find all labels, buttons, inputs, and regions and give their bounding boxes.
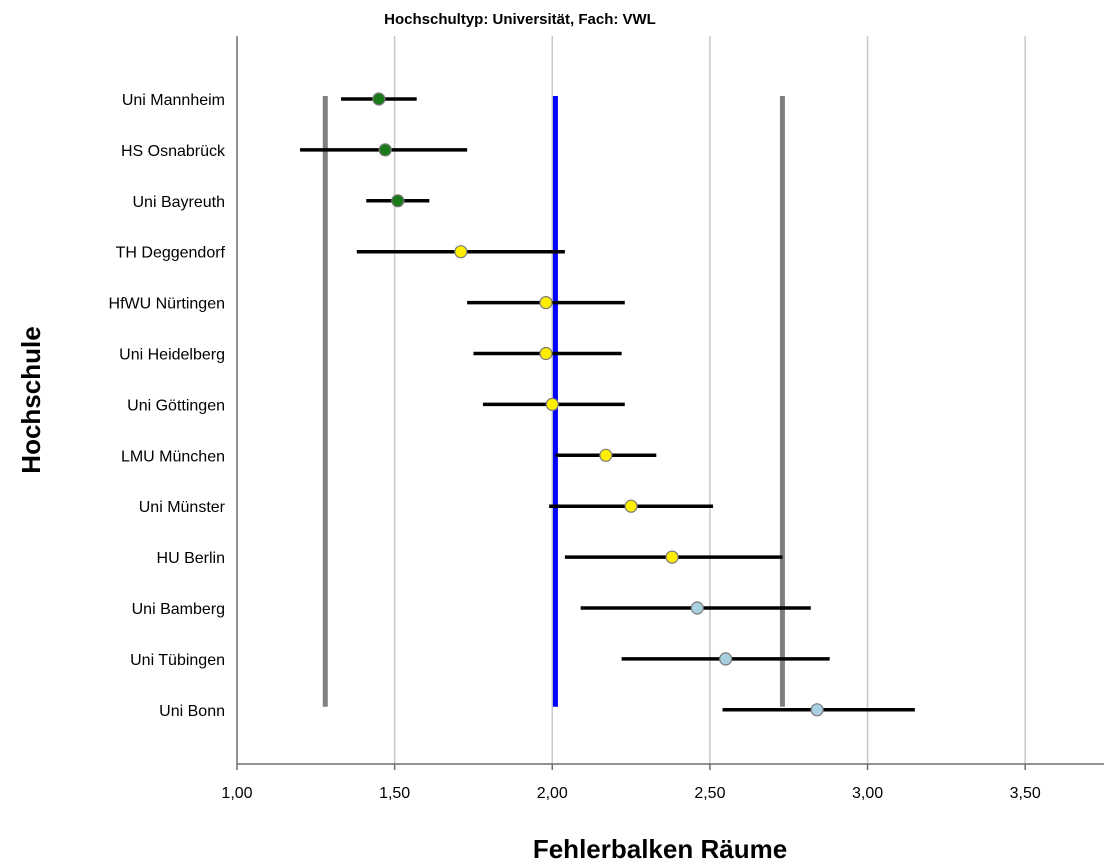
category-label: Uni Münster	[139, 499, 226, 516]
mean-marker	[539, 346, 553, 361]
category-label: HS Osnabrück	[121, 143, 226, 160]
category-label: HU Berlin	[157, 550, 225, 567]
x-tick-label: 3,00	[852, 785, 883, 802]
mean-marker	[690, 601, 704, 615]
mean-marker	[372, 92, 386, 106]
mean-marker	[539, 296, 553, 310]
error-bars	[300, 97, 915, 712]
category-label: TH Deggendorf	[116, 245, 226, 262]
category-label: Uni Bayreuth	[133, 194, 226, 211]
category-label: HfWU Nürtingen	[109, 296, 225, 313]
chart-title: Hochschultyp: Universität, Fach: VWL	[384, 11, 656, 28]
category-label: Uni Göttingen	[127, 397, 225, 414]
x-tick-label: 3,50	[1010, 785, 1041, 802]
mean-marker	[719, 652, 733, 666]
x-tick-label: 2,00	[537, 785, 568, 802]
category-label: Uni Tübingen	[130, 652, 225, 669]
y-axis-title: Hochschule	[16, 326, 46, 473]
category-label: Uni Heidelberg	[119, 347, 225, 364]
x-tick-label: 2,50	[694, 785, 725, 802]
mean-marker	[665, 550, 679, 564]
category-label: Uni Bonn	[159, 703, 225, 720]
x-tick-labels: 1,00 1,50 2,00 2,50 3,00 3,50	[221, 764, 1041, 802]
x-tick-label: 1,00	[221, 785, 252, 802]
mean-markers	[372, 92, 824, 717]
category-label: Uni Bamberg	[132, 601, 225, 618]
mean-marker	[454, 245, 468, 259]
mean-marker	[599, 448, 613, 462]
category-labels: Uni Mannheim HS Osnabrück Uni Bayreuth TH D…	[109, 92, 226, 720]
mean-marker	[378, 143, 392, 157]
mean-marker	[810, 703, 824, 717]
mean-marker	[624, 499, 638, 513]
mean-marker	[391, 194, 405, 208]
category-label: LMU München	[121, 448, 225, 465]
mean-marker	[545, 397, 559, 411]
category-label: Uni Mannheim	[122, 92, 225, 109]
gridlines	[393, 36, 1026, 764]
x-axis-title: Fehlerbalken Räume	[533, 834, 787, 864]
x-tick-label: 1,50	[379, 785, 410, 802]
